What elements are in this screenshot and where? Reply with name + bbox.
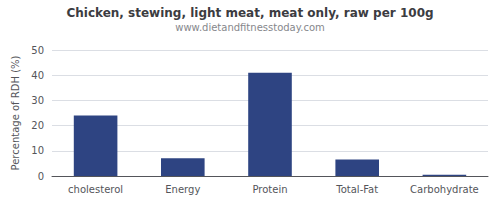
svg-text:Energy: Energy — [165, 184, 200, 195]
svg-text:Carbohydrate: Carbohydrate — [410, 184, 479, 195]
svg-text:20: 20 — [31, 120, 44, 131]
svg-text:cholesterol: cholesterol — [68, 184, 123, 195]
svg-text:0: 0 — [38, 171, 44, 182]
svg-text:50: 50 — [31, 45, 44, 56]
svg-text:40: 40 — [31, 70, 44, 81]
svg-text:Total-Fat: Total-Fat — [335, 184, 378, 195]
svg-text:www.dietandfitnesstoday.com: www.dietandfitnesstoday.com — [175, 22, 324, 33]
svg-text:Chicken, stewing, light meat,: Chicken, stewing, light meat, meat only,… — [66, 6, 433, 20]
svg-text:10: 10 — [31, 145, 44, 156]
svg-text:Protein: Protein — [252, 184, 287, 195]
svg-text:Percentage of RDH (%): Percentage of RDH (%) — [10, 55, 21, 170]
svg-text:30: 30 — [31, 95, 44, 106]
